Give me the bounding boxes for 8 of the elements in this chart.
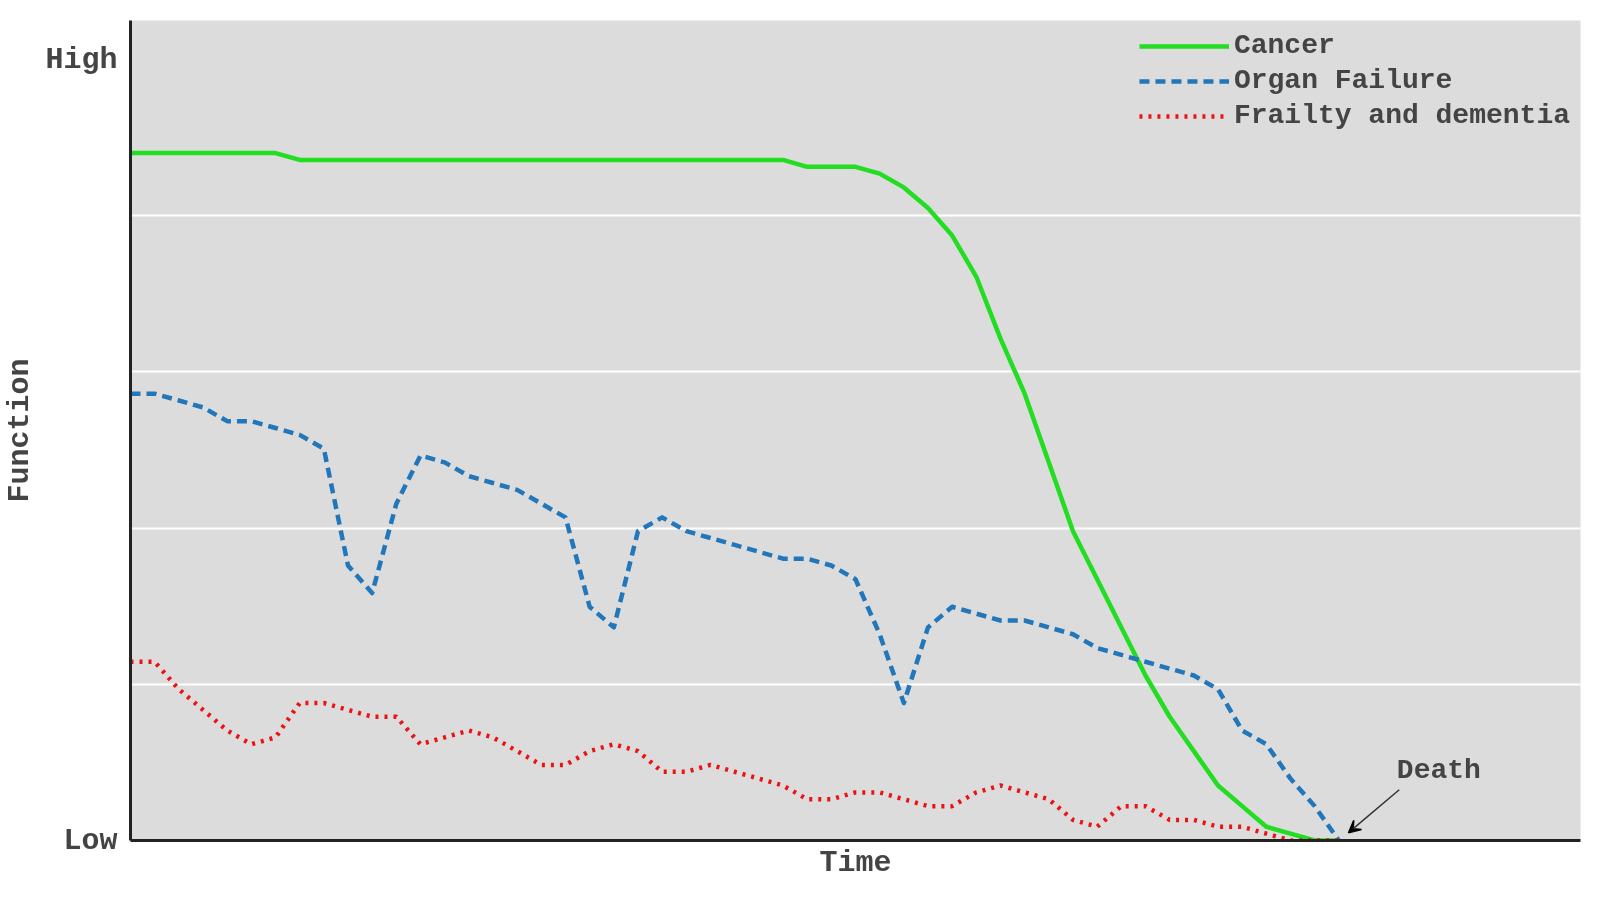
legend-label: Cancer: [1233, 30, 1335, 61]
text: High: [45, 42, 118, 77]
x-axis-title: Time: [819, 845, 892, 880]
legend-label: Organ Failure: [1233, 65, 1453, 96]
y-axis-title: Function: [3, 358, 38, 503]
text: Death: [1396, 754, 1481, 786]
text: Low: [63, 823, 118, 858]
legend-label: Frailty and dementia: [1233, 100, 1570, 131]
